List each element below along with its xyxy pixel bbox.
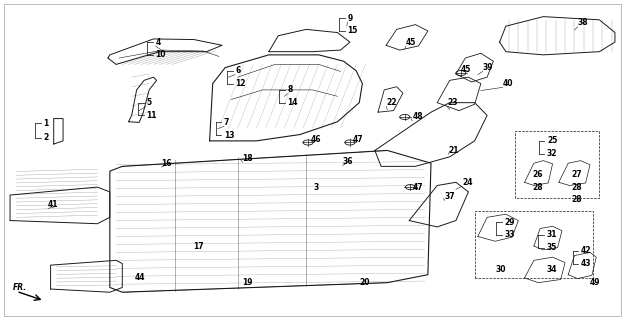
Text: 18: 18 xyxy=(242,154,253,163)
Text: 45: 45 xyxy=(461,65,471,74)
Text: 38: 38 xyxy=(578,19,588,28)
Text: 40: 40 xyxy=(503,79,513,88)
Text: 26: 26 xyxy=(532,170,543,179)
Text: 44: 44 xyxy=(135,273,145,282)
Text: 5: 5 xyxy=(146,98,151,107)
Text: 28: 28 xyxy=(571,195,582,204)
Text: 33: 33 xyxy=(504,230,515,239)
Text: 47: 47 xyxy=(353,135,364,144)
Text: 3: 3 xyxy=(314,183,319,192)
Text: 11: 11 xyxy=(146,111,156,120)
Text: 14: 14 xyxy=(288,98,298,107)
Text: 23: 23 xyxy=(448,98,458,107)
Text: 28: 28 xyxy=(571,183,582,192)
Text: 25: 25 xyxy=(547,136,558,145)
Text: 15: 15 xyxy=(348,27,358,36)
Text: 34: 34 xyxy=(546,265,557,275)
Text: 4: 4 xyxy=(156,38,161,47)
Text: 19: 19 xyxy=(242,278,253,287)
Text: 47: 47 xyxy=(412,183,423,192)
Text: 29: 29 xyxy=(504,218,515,227)
Text: 6: 6 xyxy=(235,66,241,75)
Text: 30: 30 xyxy=(495,265,506,275)
Text: 32: 32 xyxy=(547,149,558,158)
Text: 31: 31 xyxy=(546,230,557,239)
Text: 49: 49 xyxy=(590,278,601,287)
Text: 2: 2 xyxy=(43,133,48,142)
Text: 36: 36 xyxy=(342,157,353,166)
Text: 7: 7 xyxy=(224,118,229,127)
Text: 8: 8 xyxy=(288,85,293,94)
Text: 42: 42 xyxy=(581,246,591,255)
Text: 24: 24 xyxy=(462,178,472,187)
Text: 43: 43 xyxy=(581,259,591,268)
Text: 10: 10 xyxy=(156,50,166,59)
Text: 39: 39 xyxy=(482,63,493,72)
Text: 22: 22 xyxy=(386,98,397,107)
Text: 9: 9 xyxy=(348,14,352,23)
Text: 21: 21 xyxy=(449,146,459,155)
Text: 13: 13 xyxy=(224,131,234,140)
Text: 16: 16 xyxy=(162,159,172,168)
Text: FR.: FR. xyxy=(13,283,28,292)
Text: 46: 46 xyxy=(311,135,321,144)
Text: 12: 12 xyxy=(235,79,246,88)
Text: 35: 35 xyxy=(546,243,557,252)
Text: 20: 20 xyxy=(359,278,370,287)
Text: 28: 28 xyxy=(532,183,543,192)
Text: 45: 45 xyxy=(406,38,416,47)
Text: 48: 48 xyxy=(412,113,423,122)
Text: 17: 17 xyxy=(192,242,203,251)
Text: 27: 27 xyxy=(571,170,582,179)
Text: 37: 37 xyxy=(445,192,456,201)
Text: 41: 41 xyxy=(48,200,59,209)
Text: 1: 1 xyxy=(43,119,48,128)
